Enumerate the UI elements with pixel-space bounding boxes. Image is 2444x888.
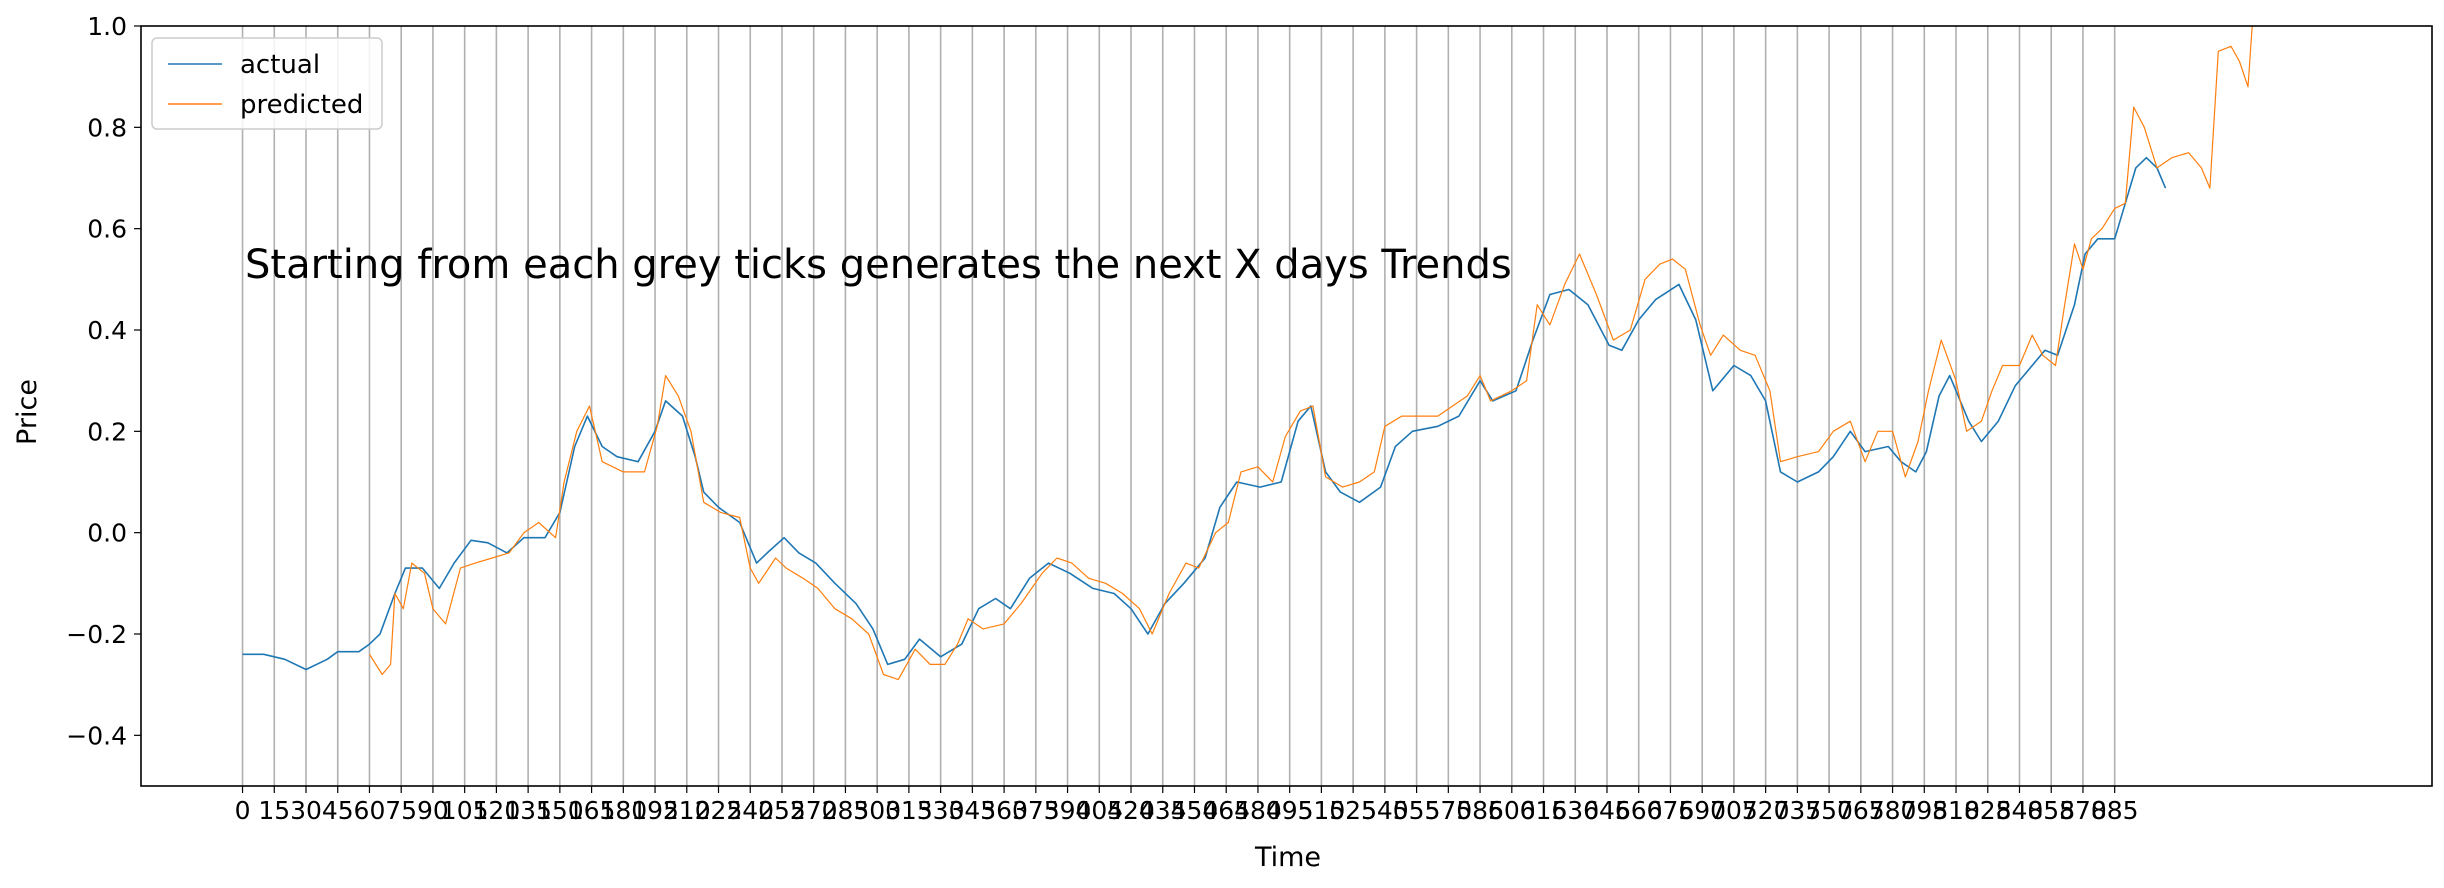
x-tick-label: 600	[1488, 796, 1536, 825]
x-tick-label: 165	[568, 796, 616, 825]
x-tick-label: 360	[980, 796, 1028, 825]
x-tick-label: 720	[1742, 796, 1790, 825]
chart-annotation: Starting from each grey ticks generates …	[245, 242, 1512, 288]
y-tick-label: 0.8	[87, 113, 127, 142]
x-tick-label: 75	[385, 796, 417, 825]
x-tick-label: 390	[1044, 796, 1092, 825]
x-tick-label: 795	[1900, 796, 1948, 825]
x-tick-label: 255	[758, 796, 806, 825]
y-tick-label: 0.2	[87, 417, 127, 446]
x-tick-label: 495	[1266, 796, 1314, 825]
x-tick-label: 765	[1837, 796, 1885, 825]
y-axis-ticks: 1.0 0.8 0.6 0.4 0.2 0.0 −0.2 −0.4	[66, 12, 141, 750]
x-tick-label: 195	[631, 796, 679, 825]
legend-label-actual: actual	[240, 50, 320, 80]
x-tick-label: 30	[290, 796, 322, 825]
x-tick-label: 705	[1710, 796, 1758, 825]
x-tick-label: 270	[790, 796, 838, 825]
series-line-predicted	[368, 25, 2253, 681]
x-tick-label: 300	[853, 796, 901, 825]
x-axis-ticks: 0 15 30 45 60 75 90105120135150165180195210225…	[235, 786, 2139, 825]
x-tick-label: 375	[1012, 796, 1060, 825]
x-tick-label: 675	[1647, 796, 1695, 825]
x-tick-label: 135	[504, 796, 552, 825]
x-tick-label: 315	[885, 796, 933, 825]
x-tick-label: 645	[1583, 796, 1631, 825]
x-tick-label: 465	[1202, 796, 1250, 825]
series-lines	[242, 25, 2253, 681]
x-tick-label: 735	[1774, 796, 1822, 825]
x-tick-label: 15	[258, 796, 290, 825]
x-tick-label: 660	[1615, 796, 1663, 825]
legend-box	[151, 37, 383, 130]
y-tick-label: 1.0	[87, 12, 127, 41]
x-tick-label: 210	[663, 796, 711, 825]
x-tick-label: 690	[1678, 796, 1726, 825]
x-tick-label: 405	[1075, 796, 1123, 825]
x-tick-label: 885	[2091, 796, 2139, 825]
y-tick-label: −0.2	[66, 620, 127, 649]
x-tick-label: 180	[599, 796, 647, 825]
y-tick-label: 0.4	[87, 316, 127, 345]
x-tick-label: 510	[1298, 796, 1346, 825]
y-axis-label: Price	[12, 379, 43, 445]
x-tick-label: 0	[235, 796, 251, 825]
x-tick-label: 630	[1551, 796, 1599, 825]
x-tick-label: 225	[695, 796, 743, 825]
x-axis-label: Time	[1254, 842, 1321, 873]
y-tick-label: 0.0	[87, 519, 127, 548]
x-tick-label: 330	[917, 796, 965, 825]
plot-frame	[140, 25, 2433, 787]
x-tick-label: 855	[2027, 796, 2075, 825]
x-tick-label: 45	[322, 796, 354, 825]
x-tick-label: 345	[949, 796, 997, 825]
x-tick-label: 750	[1805, 796, 1853, 825]
x-tick-label: 615	[1520, 796, 1568, 825]
x-tick-label: 585	[1456, 796, 1504, 825]
y-tick-label: −0.4	[66, 721, 127, 750]
legend: actual predicted	[151, 37, 383, 130]
x-tick-label: 825	[1964, 796, 2012, 825]
x-tick-label: 480	[1234, 796, 1282, 825]
x-tick-label: 435	[1139, 796, 1187, 825]
x-tick-label: 90	[417, 796, 449, 825]
x-tick-label: 60	[354, 796, 386, 825]
x-tick-label: 870	[2059, 796, 2107, 825]
x-tick-label: 540	[1361, 796, 1409, 825]
x-tick-label: 285	[822, 796, 870, 825]
x-tick-label: 240	[726, 796, 774, 825]
x-tick-label: 810	[1932, 796, 1980, 825]
x-tick-label: 525	[1329, 796, 1377, 825]
x-tick-label: 420	[1107, 796, 1155, 825]
x-tick-label: 120	[473, 796, 521, 825]
vertical-gridlines	[241, 26, 2116, 786]
x-tick-label: 840	[1996, 796, 2044, 825]
y-tick-label: 0.6	[87, 215, 127, 244]
x-tick-label: 555	[1393, 796, 1441, 825]
series-line-actual	[242, 156, 2167, 671]
x-tick-label: 150	[536, 796, 584, 825]
legend-label-predicted: predicted	[240, 90, 363, 120]
x-tick-label: 780	[1869, 796, 1917, 825]
x-tick-label: 570	[1424, 796, 1472, 825]
x-tick-label: 450	[1171, 796, 1219, 825]
x-tick-label: 105	[441, 796, 489, 825]
